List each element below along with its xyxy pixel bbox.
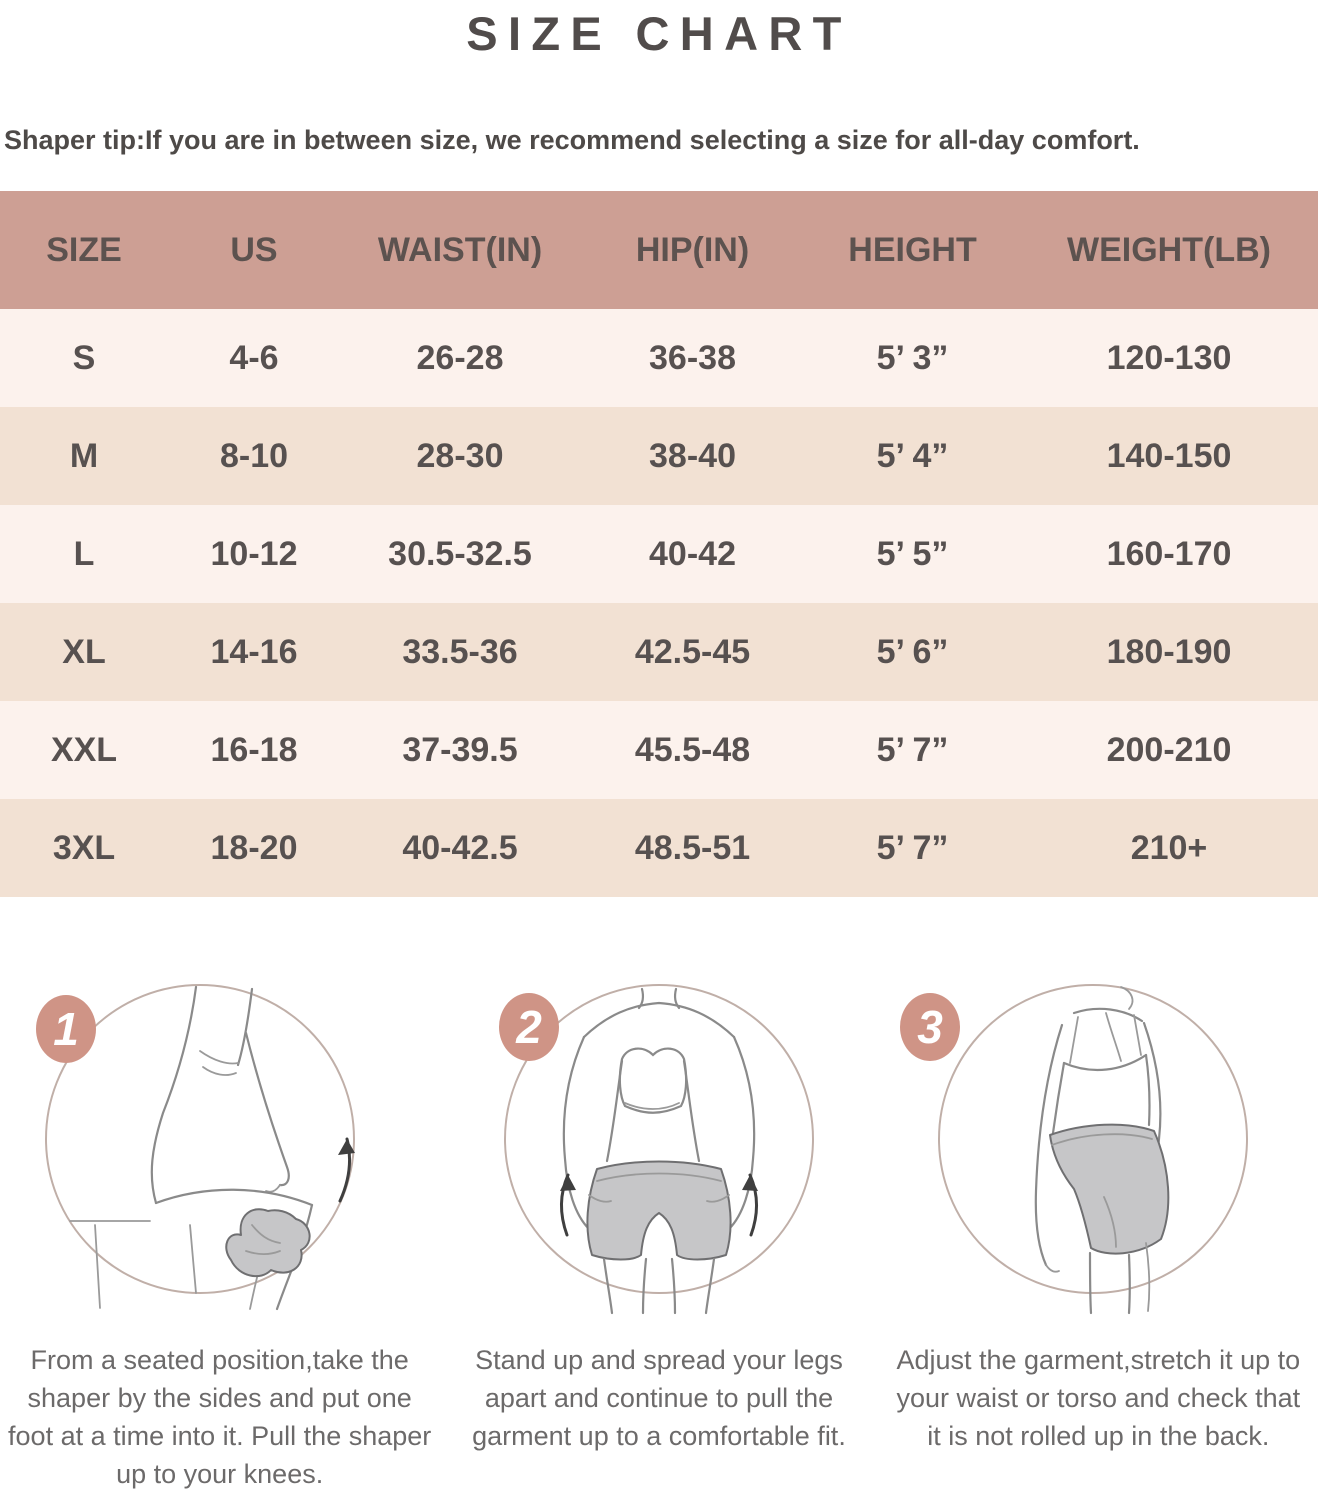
- step-number: 1: [53, 1003, 79, 1055]
- cell-hip: 36-38: [649, 338, 736, 377]
- cell-hip: 45.5-48: [634, 730, 751, 769]
- step-number-badge: [499, 993, 559, 1061]
- cell-weight: 180-190: [1106, 632, 1232, 671]
- cell-us: 16-18: [210, 730, 298, 769]
- cell-height: 5’ 4”: [876, 436, 949, 475]
- table-row: S 4-6 26-28 36-38 5’ 3” 120-130: [0, 309, 1318, 407]
- standing-pull-up-illustration: 2: [499, 984, 814, 1315]
- step-3-caption: Adjust the garment,stretch it up to your…: [896, 1345, 1301, 1451]
- cell-size: XXL: [50, 730, 118, 769]
- cell-waist: 30.5-32.5: [388, 534, 532, 573]
- back-adjust-illustration: 3: [900, 984, 1249, 1315]
- cell-height: 5’ 7”: [876, 730, 949, 769]
- cell-hip: 38-40: [649, 436, 736, 475]
- step-number: 3: [918, 1001, 944, 1053]
- cell-waist: 26-28: [416, 338, 504, 377]
- cell-size: XL: [62, 632, 106, 671]
- cell-weight: 210+: [1130, 828, 1208, 867]
- size-table: SIZE US WAIST(IN) HIP(IN) HEIGHT WEIGHT(…: [0, 191, 1318, 897]
- step-1-caption: From a seated position,take the shaper b…: [8, 1345, 432, 1489]
- size-chart-page: SIZE CHART Shaper tip:If you are in betw…: [0, 6, 1318, 1500]
- cell-us: 8-10: [219, 436, 289, 475]
- cell-size: 3XL: [52, 828, 116, 867]
- step-2-caption: Stand up and spread your legs apart and …: [472, 1345, 846, 1451]
- cell-hip: 40-42: [649, 534, 736, 573]
- cell-us: 18-20: [210, 828, 298, 867]
- step-number-badge: [35, 995, 96, 1063]
- cell-weight: 160-170: [1106, 534, 1232, 573]
- step-circle-outline: [938, 984, 1249, 1294]
- column-header-us: US: [230, 230, 278, 269]
- cell-waist: 28-30: [416, 436, 504, 475]
- cell-waist: 33.5-36: [402, 632, 518, 671]
- cell-size: L: [73, 534, 95, 573]
- table-row: XXL 16-18 37-39.5 45.5-48 5’ 7” 200-210: [0, 701, 1318, 799]
- shaper-tip-text: Shaper tip:If you are in between size, w…: [4, 125, 1140, 155]
- table-row: XL 14-16 33.5-36 42.5-45 5’ 6” 180-190: [0, 603, 1318, 701]
- step-3: 3 Adjust the garment,stretch it up to yo…: [879, 963, 1318, 1493]
- cell-weight: 140-150: [1106, 436, 1232, 475]
- column-header-size: SIZE: [46, 230, 122, 269]
- cell-hip: 48.5-51: [634, 828, 751, 867]
- column-header-weight: WEIGHT(LB): [1067, 230, 1271, 269]
- cell-height: 5’ 3”: [876, 338, 949, 377]
- cell-height: 5’ 5”: [876, 534, 949, 573]
- table-row: L 10-12 30.5-32.5 40-42 5’ 5” 160-170: [0, 505, 1318, 603]
- how-to-wear-steps: 1 From a seated position,take the shaper…: [0, 963, 1318, 1493]
- column-header-hip: HIP(IN): [635, 230, 750, 269]
- table-row: M 8-10 28-30 38-40 5’ 4” 140-150: [0, 407, 1318, 505]
- table-row: 3XL 18-20 40-42.5 48.5-51 5’ 7” 210+: [0, 799, 1318, 897]
- table-header-row: SIZE US WAIST(IN) HIP(IN) HEIGHT WEIGHT(…: [0, 191, 1318, 309]
- step-1: 1 From a seated position,take the shaper…: [0, 963, 439, 1493]
- seated-step-in-illustration: 1: [35, 984, 355, 1311]
- step-number-badge: [900, 993, 961, 1061]
- column-header-height: HEIGHT: [848, 230, 977, 269]
- step-2: 2 Stand up and spread your legs apart an…: [439, 963, 878, 1493]
- step-number: 2: [515, 1001, 542, 1053]
- cell-size: M: [69, 436, 99, 475]
- step-circle-outline: [504, 984, 814, 1294]
- cell-us: 14-16: [210, 632, 298, 671]
- cell-weight: 120-130: [1106, 338, 1232, 377]
- cell-size: S: [72, 338, 96, 377]
- cell-us: 4-6: [229, 338, 279, 377]
- page-title: SIZE CHART: [466, 7, 852, 60]
- cell-hip: 42.5-45: [634, 632, 751, 671]
- cell-waist: 37-39.5: [402, 730, 518, 769]
- cell-us: 10-12: [210, 534, 298, 573]
- column-header-waist: WAIST(IN): [377, 230, 543, 269]
- cell-waist: 40-42.5: [402, 828, 518, 867]
- cell-height: 5’ 7”: [876, 828, 949, 867]
- cell-height: 5’ 6”: [876, 632, 949, 671]
- cell-weight: 200-210: [1106, 730, 1232, 769]
- step-circle-outline: [44, 984, 355, 1294]
